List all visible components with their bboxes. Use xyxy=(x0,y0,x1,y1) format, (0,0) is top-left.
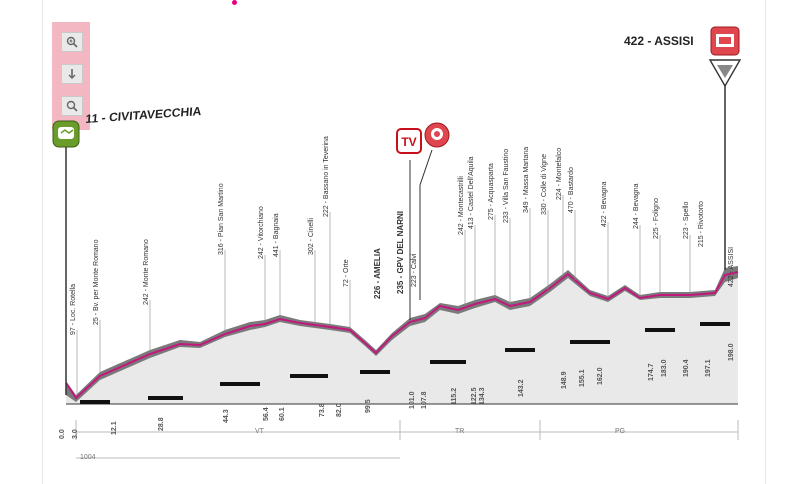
climb-label: 25 - Bv. per Monte Romano xyxy=(93,239,100,325)
climb-label: 470 - Bastardo xyxy=(568,167,575,213)
km-label: 56.4 xyxy=(263,407,270,421)
km-label: 183.0 xyxy=(661,359,668,377)
climb-label: 235 - GPV DEL NARNI xyxy=(396,211,405,294)
km-label: 107.8 xyxy=(421,391,428,409)
sprint-icon xyxy=(424,122,450,148)
province-label: VT xyxy=(255,428,264,435)
km-label: 60.1 xyxy=(279,407,286,421)
km-label: 101.0 xyxy=(409,391,416,409)
climb-label: 413 - Castel Dell'Aquila xyxy=(468,156,475,229)
arrow-down-icon xyxy=(68,69,76,79)
climb-label: 441 - Bagnaia xyxy=(273,213,280,257)
magnifier-icon xyxy=(66,100,78,112)
sprint-pole xyxy=(419,149,433,300)
km-label: 197.1 xyxy=(705,359,712,377)
climb-label: 97 - Loc. Rotella xyxy=(70,284,77,335)
zoom-panel xyxy=(52,22,90,130)
climb-label: 349 - Massa Martana xyxy=(523,146,530,213)
km-label: 82.0 xyxy=(336,403,343,417)
zoom-in-button[interactable] xyxy=(61,32,83,52)
climb-label: 244 - Bevagna xyxy=(633,183,640,229)
climb-label: 72 - Orte xyxy=(343,259,350,287)
climb-label: 242 - Montecastrilli xyxy=(458,176,465,235)
climb-label: 275 - Acquasparta xyxy=(488,163,495,220)
svg-text:TV: TV xyxy=(401,135,416,149)
climb-label: 242 - Vitorchiano xyxy=(258,206,265,259)
climb-label: 223 - Calvi xyxy=(411,253,418,287)
tv-badge-icon: TV xyxy=(396,128,422,154)
km-label: 148.9 xyxy=(561,371,568,389)
km-label: 73.8 xyxy=(319,403,326,417)
climb-label: 302 - Cinelli xyxy=(308,218,315,255)
finish-city-label: 422 - ASSISI xyxy=(624,34,694,48)
zoom-reset-button[interactable] xyxy=(61,96,83,116)
finish-arrow-icon xyxy=(708,59,742,88)
climb-label: 225 - Foligno xyxy=(653,198,660,239)
leader-lines xyxy=(76,195,691,395)
finish-flag-icon xyxy=(710,26,740,56)
province-label: TR xyxy=(455,428,465,435)
climb-label: 422 - ASSISI xyxy=(728,246,735,287)
zoom-down-button[interactable] xyxy=(61,64,83,84)
accent-dot xyxy=(232,0,237,5)
scale-left-label: 1004 xyxy=(80,454,96,461)
km-label: 12.1 xyxy=(111,421,118,435)
km-label: 44.3 xyxy=(223,409,230,423)
climb-label: 233 - Villa San Faustino xyxy=(503,148,510,223)
climb-label: 422 - Bevagna xyxy=(601,181,608,227)
climb-label: 330 - Colle di Vigne xyxy=(541,154,548,215)
road-stripes xyxy=(80,322,730,404)
km-label: 115.2 xyxy=(451,387,458,405)
route-line xyxy=(65,271,739,400)
km-label: 155.1 xyxy=(579,369,586,387)
km-label: 122.5 xyxy=(471,387,478,405)
climb-label: 215 - Rivotorto xyxy=(698,201,705,247)
km-label: 198.0 xyxy=(728,343,735,361)
km-label: 28.8 xyxy=(158,417,165,431)
climb-label: 222 - Bassano in Teverina xyxy=(323,136,330,217)
km-label: 0.0 xyxy=(59,429,66,439)
km-label: 134.3 xyxy=(479,387,486,405)
scale-ticks xyxy=(75,420,739,440)
magnifier-plus-icon xyxy=(66,36,78,48)
climb-label: 242 - Monte Romano xyxy=(143,239,150,305)
climb-label: 316 - Pian San Martino xyxy=(218,183,225,255)
climb-label: 224 - Montefalco xyxy=(556,147,563,200)
km-label: 99.5 xyxy=(365,399,372,413)
profile-elevation-area xyxy=(66,266,738,404)
start-flag-icon xyxy=(52,120,80,148)
km-label: 143.2 xyxy=(518,379,525,397)
km-label: 3.0 xyxy=(72,429,79,439)
climb-label: 226 - AMELIA xyxy=(373,248,382,299)
km-label: 162.0 xyxy=(597,367,604,385)
km-label: 190.4 xyxy=(683,359,690,377)
km-label: 174.7 xyxy=(648,363,655,381)
climb-label: 223 - Spello xyxy=(683,201,690,239)
province-label: PG xyxy=(615,428,626,435)
